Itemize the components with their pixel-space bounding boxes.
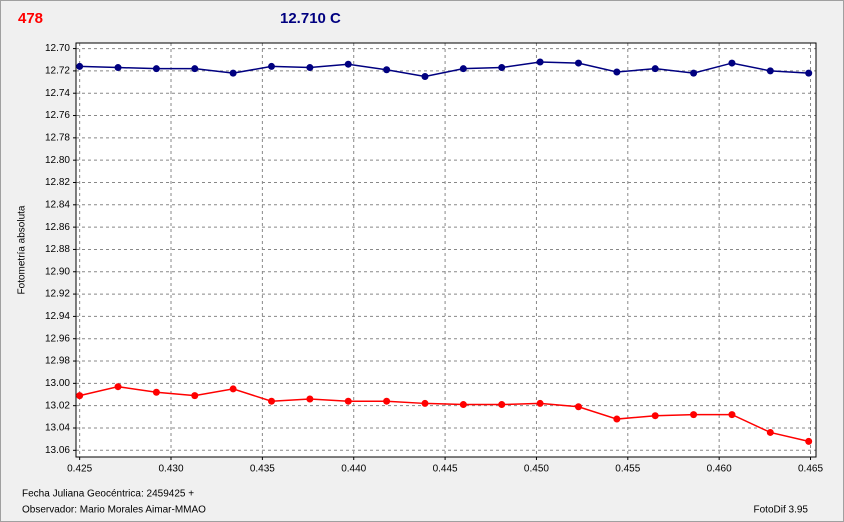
y-tick-label: 12.72 — [45, 66, 70, 77]
plot-border — [75, 42, 817, 458]
data-point — [76, 392, 84, 400]
data-point — [574, 59, 582, 67]
data-point — [536, 58, 544, 66]
x-tick-label: 0.450 — [524, 464, 549, 475]
y-tick-label: 12.98 — [45, 356, 70, 367]
data-point — [344, 397, 352, 405]
y-tick-label: 12.94 — [45, 311, 70, 322]
y-tick-label: 12.74 — [45, 88, 70, 99]
x-tick-label: 0.425 — [67, 464, 92, 475]
data-point — [766, 67, 774, 75]
series-line — [79, 385, 809, 443]
series-line — [79, 61, 809, 78]
x-tick-label: 0.460 — [707, 464, 732, 475]
data-point — [306, 64, 314, 72]
data-point — [805, 437, 813, 445]
y-tick-label: 12.90 — [45, 266, 70, 277]
data-point — [536, 399, 544, 407]
x-tick-label: 0.440 — [341, 464, 366, 475]
y-tick-label: 12.84 — [45, 199, 70, 210]
y-axis-label: Fotometría absoluta — [17, 205, 28, 294]
chart-subtitle: 12.710 C — [280, 10, 341, 27]
data-point — [383, 66, 391, 74]
data-point — [690, 69, 698, 77]
x-tick-label: 0.465 — [798, 464, 823, 475]
data-point — [651, 412, 659, 420]
data-point — [229, 385, 237, 393]
data-point — [613, 415, 621, 423]
y-tick-label: 13.02 — [45, 400, 70, 411]
data-point — [344, 60, 352, 68]
data-point — [306, 395, 314, 403]
data-point — [728, 411, 736, 419]
footer-observer: Observador: Mario Morales Aimar-MMAO — [22, 505, 206, 516]
data-point — [728, 59, 736, 67]
y-tick-label: 13.00 — [45, 378, 70, 389]
footer-date: Fecha Juliana Geocéntrica: 2459425 + — [22, 489, 194, 500]
data-point — [152, 65, 160, 73]
data-point — [459, 65, 467, 73]
y-tick-label: 12.78 — [45, 132, 70, 143]
y-tick-label: 12.70 — [45, 43, 70, 54]
data-point — [268, 62, 276, 70]
y-tick-label: 12.86 — [45, 222, 70, 233]
y-tick-label: 13.06 — [45, 445, 70, 456]
plot-area — [76, 43, 816, 457]
data-point — [76, 62, 84, 70]
data-point — [574, 403, 582, 411]
data-point — [498, 401, 506, 409]
y-tick-label: 12.80 — [45, 155, 70, 166]
data-point — [191, 392, 199, 400]
x-tick-label: 0.455 — [615, 464, 640, 475]
data-point — [805, 69, 813, 77]
data-point — [114, 64, 122, 72]
data-point — [421, 72, 429, 80]
x-tick-label: 0.445 — [433, 464, 458, 475]
data-point — [383, 397, 391, 405]
y-tick-label: 12.96 — [45, 333, 70, 344]
x-tick-label: 0.435 — [250, 464, 275, 475]
footer-software: FotoDif 3.95 — [754, 505, 809, 516]
data-point — [114, 383, 122, 391]
data-point — [459, 401, 467, 409]
data-point — [421, 399, 429, 407]
data-point — [152, 388, 160, 396]
y-tick-label: 12.88 — [45, 244, 70, 255]
data-point — [766, 428, 774, 436]
y-tick-label: 13.04 — [45, 423, 70, 434]
y-tick-label: 12.92 — [45, 289, 70, 300]
y-tick-label: 12.76 — [45, 110, 70, 121]
data-point — [651, 65, 659, 73]
data-point — [690, 411, 698, 419]
data-point — [498, 64, 506, 72]
x-tick-label: 0.430 — [158, 464, 183, 475]
y-tick-label: 12.82 — [45, 177, 70, 188]
data-point — [613, 68, 621, 76]
chart-title: 478 — [18, 10, 43, 27]
data-point — [268, 397, 276, 405]
data-point — [191, 65, 199, 73]
data-point — [229, 69, 237, 77]
